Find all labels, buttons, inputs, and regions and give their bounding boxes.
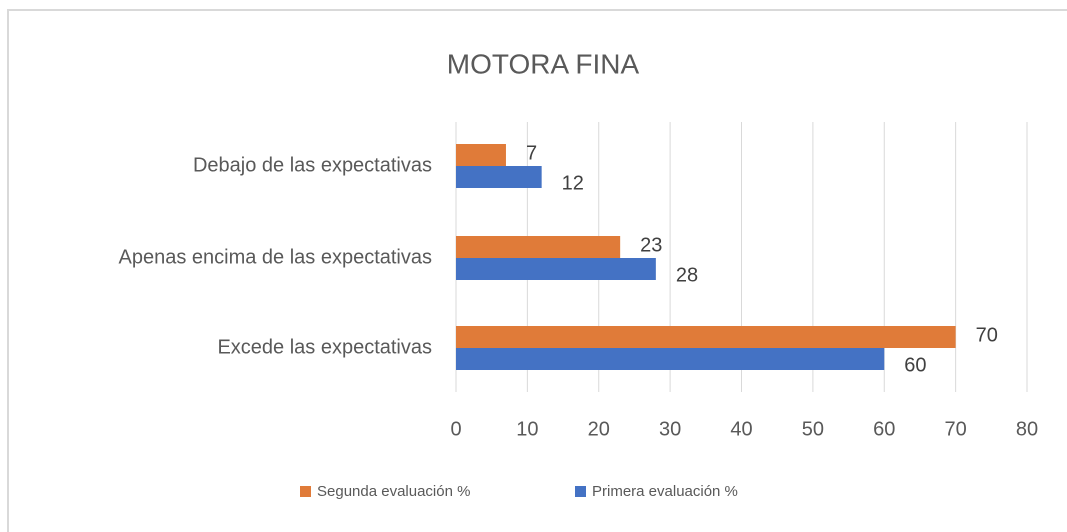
y-tick-label: Apenas encima de las expectativas xyxy=(118,246,432,268)
x-tick-label: 60 xyxy=(873,418,895,440)
bar xyxy=(456,236,621,258)
bar xyxy=(456,166,542,188)
x-tick-label: 0 xyxy=(450,418,461,440)
data-label: 70 xyxy=(976,324,998,346)
legend-label: Segunda evaluación % xyxy=(317,483,470,500)
chart-title: MOTORA FINA xyxy=(447,48,640,79)
data-label: 23 xyxy=(640,234,662,256)
bar xyxy=(456,144,506,166)
x-tick-label: 30 xyxy=(659,418,681,440)
data-label: 12 xyxy=(562,172,584,194)
x-tick-label: 20 xyxy=(588,418,610,440)
bar xyxy=(456,348,885,370)
bar xyxy=(456,258,656,280)
x-tick-label: 40 xyxy=(730,418,752,440)
x-tick-label: 50 xyxy=(802,418,824,440)
data-label: 60 xyxy=(904,354,926,376)
data-label: 7 xyxy=(526,142,537,164)
y-tick-label: Debajo de las expectativas xyxy=(193,154,432,176)
x-tick-label: 10 xyxy=(516,418,538,440)
legend-swatch xyxy=(575,486,586,497)
x-tick-label: 70 xyxy=(945,418,967,440)
x-tick-label: 80 xyxy=(1016,418,1038,440)
legend-label: Primera evaluación % xyxy=(592,483,738,500)
chart-frame xyxy=(7,9,1067,532)
bar xyxy=(456,326,956,348)
y-tick-label: Excede las expectativas xyxy=(217,336,432,358)
data-label: 28 xyxy=(676,264,698,286)
legend-swatch xyxy=(300,486,311,497)
